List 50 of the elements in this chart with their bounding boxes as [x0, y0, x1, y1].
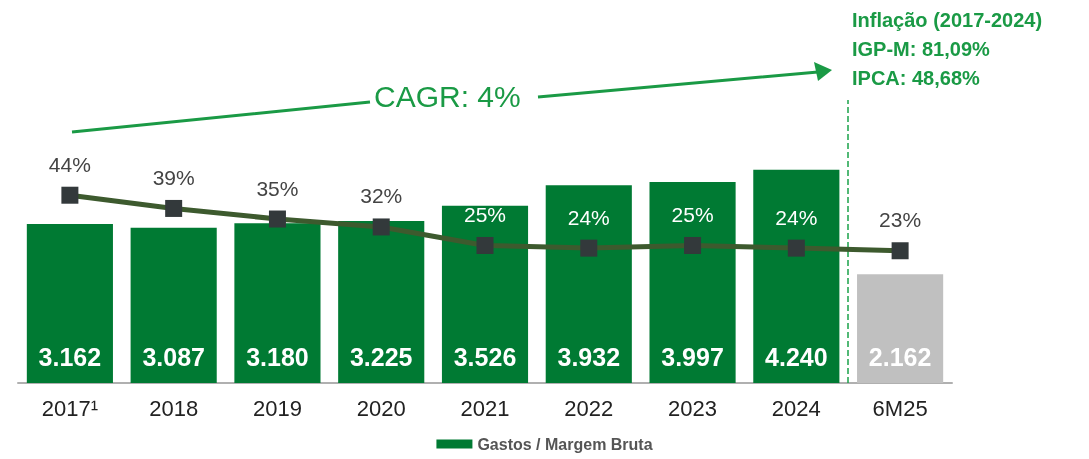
- data-label: 3.162: [38, 342, 102, 371]
- data-label: 32%: [360, 184, 403, 208]
- data-label: 3.225: [349, 342, 413, 371]
- point: [61, 186, 79, 204]
- x-tick-label: 2024: [771, 395, 821, 421]
- bar: [234, 223, 321, 383]
- data-label: 44%: [48, 152, 91, 176]
- x-tick-label: 6M25: [872, 395, 928, 421]
- bar: [857, 274, 944, 383]
- x-tick-label: 2019: [252, 395, 302, 421]
- data-label: 39%: [152, 165, 195, 189]
- data-label: 2.162: [868, 342, 932, 371]
- bar: [649, 182, 736, 383]
- data-label: 25%: [463, 202, 507, 226]
- point: [165, 199, 183, 217]
- bar: [753, 169, 840, 383]
- point: [580, 239, 598, 257]
- data-label: 35%: [256, 176, 299, 200]
- point: [684, 236, 702, 254]
- data-label: 3.997: [661, 342, 724, 371]
- data-label: 3.932: [557, 342, 621, 371]
- data-label: 4.240: [765, 342, 828, 371]
- bar: [26, 224, 113, 383]
- x-tick-label: 2021: [460, 395, 510, 421]
- bar: [545, 185, 632, 383]
- point: [787, 239, 805, 257]
- data-label: 3.087: [142, 342, 205, 371]
- x-tick-label: 2022: [564, 395, 614, 421]
- x-tick-label: 2018: [149, 395, 199, 421]
- point: [268, 210, 286, 228]
- x-tick-label: 2017¹: [41, 395, 99, 421]
- data-label: 23%: [879, 208, 922, 232]
- point: [891, 242, 909, 260]
- annotation: CAGR: 4%: [374, 80, 521, 114]
- text: IGP-M: 81,09%: [852, 37, 991, 62]
- bar: [130, 227, 217, 383]
- data-label: 3.526: [453, 342, 517, 371]
- text: IPCA: 48,68%: [852, 66, 981, 91]
- bar: [441, 205, 529, 383]
- data-label: 24%: [775, 205, 818, 229]
- text: Inflação (2017-2024): [852, 8, 1043, 33]
- data-label: 24%: [567, 205, 610, 229]
- x-tick-label: 2020: [356, 395, 406, 421]
- bar: [338, 220, 425, 383]
- data-label: 25%: [671, 202, 714, 226]
- data-label: 3.180: [246, 342, 309, 371]
- x-tick-label: 2023: [668, 395, 718, 421]
- legend-label: Gastos / Margem Bruta: [477, 435, 653, 453]
- point: [476, 236, 494, 254]
- point: [372, 218, 390, 236]
